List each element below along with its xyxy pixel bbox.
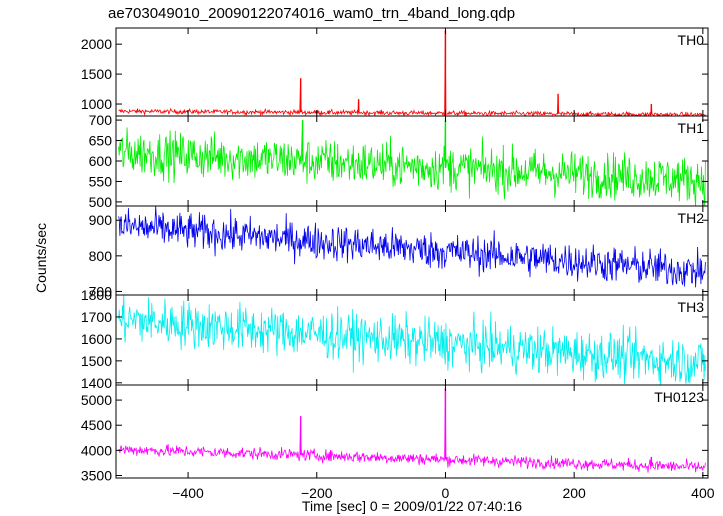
y-tick-label: 5000 [81, 392, 112, 408]
y-tick-label: 4000 [81, 442, 112, 458]
x-axis-label: Time [sec] 0 = 2009/01/22 07:40:16 [302, 498, 522, 514]
y-tick-label: 1600 [81, 331, 112, 347]
panel-th2: 700 800 900 TH2 [89, 205, 709, 299]
series-th0 [118, 30, 706, 116]
series-th3 [118, 295, 706, 385]
panel-th0: 1000 1500 2000 TH0 [81, 27, 709, 117]
panels: 1000 1500 2000 TH0 500 550 600 650 700 TH1 700 800 9… [81, 27, 709, 483]
panel-label-th1: TH1 [678, 120, 705, 136]
series-th1 [118, 120, 706, 206]
x-tick-label: −200 [301, 485, 333, 501]
y-tick-label: 650 [89, 133, 113, 149]
x-tick-label: 0 [442, 485, 450, 501]
panel-frame [115, 384, 709, 479]
y-tick-label: 600 [89, 153, 113, 169]
panel-label-th0123: TH0123 [654, 389, 704, 405]
y-tick-label: 1500 [81, 353, 112, 369]
y-tick-label: 700 [89, 283, 113, 299]
panel-label-th0: TH0 [678, 32, 705, 48]
y-tick-label: 500 [89, 194, 113, 210]
y-tick-label: 1800 [81, 287, 112, 303]
y-tick-label: 2000 [81, 36, 112, 52]
y-tick-label: 700 [89, 112, 113, 128]
y-tick-label: 550 [89, 173, 113, 189]
panel-th0123: 3500 4000 4500 5000 TH0123 [81, 384, 709, 483]
panel-th3: 1400 1500 1600 1700 1800 TH3 [81, 287, 709, 391]
y-tick-label: 3500 [81, 467, 112, 483]
y-axis-label: Counts/sec [33, 223, 49, 293]
series-th2 [118, 206, 706, 288]
series-th0123 [118, 388, 706, 473]
chart-title: ae703049010_20090122074016_wam0_trn_4ban… [108, 5, 515, 22]
panel-label-th2: TH2 [678, 210, 705, 226]
x-tick-label: 400 [691, 485, 715, 501]
panel-frame [115, 27, 709, 117]
x-axis-ticks: −400 −200 0 200 400 [172, 485, 714, 501]
y-tick-label: 1500 [81, 66, 112, 82]
y-tick-label: 4500 [81, 417, 112, 433]
y-tick-label: 1400 [81, 375, 112, 391]
x-tick-label: 200 [562, 485, 586, 501]
x-tick-label: −400 [172, 485, 204, 501]
y-tick-label: 1000 [81, 96, 112, 112]
y-tick-label: 1700 [81, 309, 112, 325]
panel-th1: 500 550 600 650 700 TH1 [89, 112, 709, 210]
y-tick-label: 800 [89, 248, 113, 264]
y-tick-label: 900 [89, 212, 113, 228]
panel-label-th3: TH3 [678, 299, 705, 315]
